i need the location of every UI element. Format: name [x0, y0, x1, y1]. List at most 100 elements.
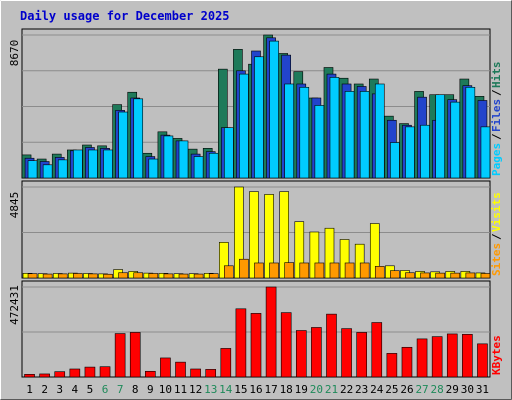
bar-visits-day-22: [339, 239, 350, 279]
bar-visits-day-24: [369, 223, 380, 279]
bar-pages-day-31: [480, 126, 491, 179]
bar-pages-day-12: [193, 156, 204, 179]
bar-visits-day-18: [279, 191, 289, 279]
legend-pages-files-hits-2: Files: [490, 99, 503, 132]
bar-kbytes-day-14: [220, 348, 232, 378]
bar-sites-day-17: [269, 262, 279, 279]
bar-pages-day-20: [314, 105, 325, 179]
bar-kbytes-day-16: [250, 313, 262, 378]
x-tick-label-day-8: 8: [132, 383, 139, 396]
bar-pages-day-23: [359, 91, 370, 179]
x-tick-label-day-7: 7: [117, 383, 124, 396]
bar-pages-day-25: [390, 142, 400, 179]
bar-sites-day-4: [73, 273, 83, 279]
bar-kbytes-day-7: [114, 333, 126, 378]
bar-sites-day-15: [239, 258, 249, 279]
x-tick-label-day-29: 29: [446, 383, 459, 396]
bar-sites-day-18: [284, 262, 294, 279]
bar-sites-day-22: [344, 262, 355, 279]
x-tick-label-day-1: 1: [26, 383, 33, 396]
bar-pages-day-7: [118, 111, 128, 179]
bar-pages-day-6: [103, 149, 113, 179]
x-tick-label-day-4: 4: [72, 383, 79, 396]
x-tick-label-day-26: 26: [400, 383, 413, 396]
x-tick-label-day-17: 17: [264, 383, 277, 396]
bar-sites-day-9: [148, 273, 159, 279]
bar-pages-day-5: [88, 149, 98, 179]
max-label-kbytes: 472431: [8, 285, 21, 325]
bar-kbytes-day-5: [84, 366, 96, 378]
x-tick-label-day-9: 9: [147, 383, 154, 396]
chart-title: Daily usage for December 2025: [20, 9, 230, 23]
bar-kbytes-day-27: [416, 338, 428, 378]
bar-pages-day-28: [435, 94, 445, 179]
bar-pages-day-18: [284, 83, 294, 179]
bar-sites-day-19: [299, 262, 310, 279]
bar-kbytes-day-1: [24, 374, 35, 378]
bar-kbytes-day-25: [386, 353, 398, 378]
bar-sites-day-29: [450, 272, 461, 279]
bar-pages-day-17: [269, 40, 279, 179]
bar-pages-day-30: [465, 86, 476, 179]
bar-pages-day-14: [224, 127, 234, 179]
bar-kbytes-day-22: [341, 328, 352, 378]
bar-kbytes-day-29: [446, 333, 458, 378]
bar-kbytes-day-28: [431, 336, 443, 378]
x-tick-label-day-27: 27: [415, 383, 428, 396]
x-tick-label-day-11: 11: [174, 383, 187, 396]
bar-sites-day-16: [254, 262, 264, 279]
bar-kbytes-day-12: [190, 368, 201, 378]
x-tick-label-day-6: 6: [102, 383, 109, 396]
bar-kbytes-day-15: [235, 308, 247, 378]
x-tick-label-day-25: 25: [385, 383, 398, 396]
max-label-sites-visits: 4845: [8, 192, 21, 219]
x-tick-label-day-16: 16: [249, 383, 262, 396]
bar-kbytes-day-23: [356, 332, 367, 378]
bar-kbytes-day-18: [280, 312, 292, 378]
legend-sites-visits-0: Sites: [490, 243, 503, 276]
bar-pages-day-21: [329, 77, 340, 179]
bar-sites-day-26: [405, 272, 415, 279]
bar-sites-day-23: [359, 262, 370, 279]
bar-kbytes-day-8: [129, 332, 141, 378]
bar-pages-day-27: [420, 124, 430, 179]
x-tick-label-day-24: 24: [370, 383, 384, 396]
bar-pages-day-3: [57, 159, 68, 179]
x-tick-label-day-21: 21: [325, 383, 338, 396]
bar-kbytes-day-20: [311, 327, 322, 378]
bar-visits-day-21: [324, 227, 335, 279]
bar-sites-day-27: [420, 272, 430, 279]
bar-pages-day-4: [73, 149, 83, 179]
bar-sites-day-7: [118, 272, 128, 279]
bar-pages-day-2: [42, 164, 53, 179]
bar-pages-day-16: [254, 56, 264, 179]
legend-sites-visits-1: /: [490, 233, 503, 240]
x-tick-label-day-12: 12: [189, 383, 202, 396]
x-tick-label-day-28: 28: [431, 383, 444, 396]
bar-sites-day-25: [390, 270, 400, 279]
bar-pages-day-8: [133, 98, 144, 179]
bar-visits-day-14: [219, 242, 229, 279]
legend-pages-files-hits-3: /: [490, 89, 503, 96]
max-label-pages-files-hits: 8670: [8, 40, 21, 67]
bar-kbytes-day-6: [99, 366, 111, 378]
bar-pages-day-11: [178, 140, 189, 179]
legend-pages-files-hits-4: Hits: [490, 62, 503, 89]
bar-pages-day-22: [344, 91, 355, 179]
bar-kbytes-day-19: [295, 330, 307, 378]
bar-sites-day-30: [465, 272, 476, 279]
bar-sites-day-5: [88, 273, 98, 279]
bar-pages-day-26: [405, 126, 415, 179]
bar-sites-day-28: [435, 272, 445, 279]
bar-pages-day-13: [208, 152, 219, 179]
bar-kbytes-day-31: [477, 343, 488, 378]
x-tick-label-day-2: 2: [41, 383, 48, 396]
x-tick-label-day-30: 30: [461, 383, 474, 396]
x-tick-label-day-31: 31: [476, 383, 489, 396]
bar-pages-day-24: [374, 83, 385, 179]
x-tick-label-day-15: 15: [234, 383, 247, 396]
legend-pages-files-hits-1: /: [490, 133, 503, 140]
bar-sites-day-20: [314, 262, 325, 279]
bar-kbytes-day-11: [175, 361, 186, 378]
